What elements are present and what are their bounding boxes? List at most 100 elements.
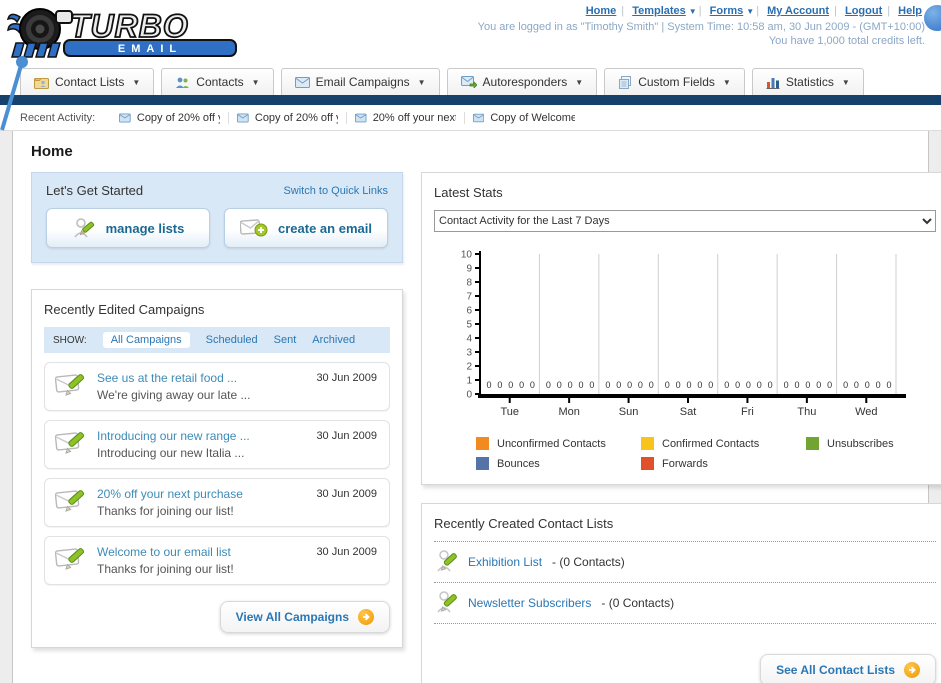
svg-text:0: 0 — [708, 380, 713, 390]
main-content: Home Let's Get Started Switch to Quick L… — [12, 131, 941, 683]
tab-email-campaigns[interactable]: Email Campaigns ▼ — [280, 68, 440, 95]
recent-activity-bar: Recent Activity: Copy of 20% off yo Copy… — [0, 105, 941, 131]
contact-list-count: - (0 Contacts) — [552, 555, 625, 569]
svg-text:0: 0 — [735, 380, 740, 390]
latest-stats-title: Latest Stats — [434, 185, 503, 200]
campaign-row[interactable]: Introducing our new range ... Introducin… — [44, 420, 390, 469]
nav-help-link[interactable]: Help — [898, 5, 922, 17]
chevron-down-icon: ▼ — [251, 77, 260, 87]
campaign-title-link[interactable]: See us at the retail food ... — [97, 371, 238, 385]
svg-text:8: 8 — [466, 278, 472, 289]
contact-lists-title: Recently Created Contact Lists — [434, 516, 614, 531]
view-all-campaigns-button[interactable]: View All Campaigns — [219, 601, 390, 633]
campaign-date: 30 Jun 2009 — [316, 430, 377, 442]
svg-text:0: 0 — [466, 390, 472, 401]
recent-activity-item[interactable]: Copy of Welcome to — [465, 112, 583, 124]
activity-item-label: Copy of 20% off yo — [254, 111, 338, 124]
filter-archived[interactable]: Archived — [312, 334, 356, 346]
filter-all-campaigns[interactable]: All Campaigns — [102, 332, 190, 348]
svg-text:4: 4 — [466, 334, 472, 345]
nav-logout-link[interactable]: Logout — [844, 5, 883, 17]
campaign-row[interactable]: See us at the retail food ... We're givi… — [44, 362, 390, 411]
person-pencil-icon — [73, 218, 94, 238]
filter-sent[interactable]: Sent — [273, 334, 297, 346]
tab-contact-lists[interactable]: Contact Lists ▼ — [20, 68, 155, 95]
recent-activity-item[interactable]: Copy of 20% off yo — [229, 111, 348, 124]
tab-custom-fields[interactable]: Custom Fields ▼ — [604, 68, 745, 95]
svg-text:0: 0 — [886, 380, 891, 390]
campaign-subtitle: Thanks for joining our list! — [97, 504, 234, 518]
svg-text:Sat: Sat — [680, 406, 697, 418]
recent-activity-item[interactable]: Copy of 20% off yo — [111, 111, 230, 124]
create-email-button[interactable]: create an email — [224, 208, 388, 248]
nav-separator: | — [887, 5, 891, 17]
manage-lists-button[interactable]: manage lists — [46, 208, 210, 248]
recent-activity-item[interactable]: 20% off your next p — [347, 111, 466, 124]
campaign-subtitle: Introducing our new Italia ... — [97, 446, 245, 460]
tab-autoresponders[interactable]: Autoresponders ▼ — [446, 68, 598, 95]
campaigns-title: Recently Edited Campaigns — [44, 302, 205, 317]
svg-text:0: 0 — [519, 380, 524, 390]
nav-forms-link[interactable]: Forms — [709, 5, 744, 17]
filter-scheduled[interactable]: Scheduled — [205, 334, 258, 346]
switch-quick-links[interactable]: Switch to Quick Links — [283, 184, 388, 197]
see-all-contact-lists-button[interactable]: See All Contact Lists — [760, 654, 936, 683]
campaign-title-link[interactable]: Welcome to our email list — [97, 545, 231, 559]
campaign-subtitle: We're giving away our late ... — [97, 388, 251, 402]
campaign-title-link[interactable]: Introducing our new range ... — [97, 429, 250, 443]
svg-text:0: 0 — [876, 380, 881, 390]
person-pencil-icon — [437, 550, 457, 572]
arrow-right-icon — [904, 662, 920, 678]
campaign-date: 30 Jun 2009 — [316, 488, 377, 500]
contact-list-link[interactable]: Exhibition List — [468, 555, 543, 569]
legend-swatch — [476, 437, 489, 450]
svg-text:1: 1 — [466, 376, 472, 387]
campaign-date: 30 Jun 2009 — [316, 546, 377, 558]
nav-home-link[interactable]: Home — [585, 5, 617, 17]
main-nav-tabs: Contact Lists ▼ Contacts ▼ Email Campaig… — [0, 65, 941, 95]
contact-list-row[interactable]: Newsletter Subscribers - (0 Contacts) — [434, 583, 936, 624]
see-all-contact-lists-label: See All Contact Lists — [776, 663, 895, 677]
campaign-row[interactable]: 20% off your next purchase Thanks for jo… — [44, 478, 390, 527]
svg-text:0: 0 — [805, 380, 810, 390]
header-nav: Home | Templates ▼ | Forms ▼ | My Account | Lo… — [478, 5, 925, 17]
chevron-down-icon: ▼ — [841, 77, 850, 87]
get-started-title: Let's Get Started — [46, 183, 144, 198]
svg-text:0: 0 — [508, 380, 513, 390]
nav-templates-link[interactable]: Templates — [632, 5, 686, 17]
svg-text:0: 0 — [649, 380, 654, 390]
envelope-arrow-icon — [460, 76, 477, 88]
header: TURBO EMAIL Home | Templates ▼ | Forms ▼ | My… — [0, 0, 941, 65]
corner-bubble-decoration — [924, 5, 941, 31]
nav-my-account-link[interactable]: My Account — [767, 5, 830, 17]
svg-text:Sun: Sun — [619, 406, 639, 418]
legend-item: Bounces — [476, 457, 641, 470]
campaign-title-link[interactable]: 20% off your next purchase — [97, 487, 243, 501]
header-meta: Home | Templates ▼ | Forms ▼ | My Account | Lo… — [478, 5, 925, 47]
campaign-filter-bar: SHOW: All Campaigns Scheduled Sent Archi… — [44, 327, 390, 353]
envelope-pencil-icon — [55, 374, 85, 396]
campaign-row[interactable]: Welcome to our email list Thanks for joi… — [44, 536, 390, 585]
svg-text:0: 0 — [697, 380, 702, 390]
login-info: You are logged in as "Timothy Smith" | S… — [477, 21, 925, 33]
contact-list-link[interactable]: Newsletter Subscribers — [468, 596, 592, 610]
tab-statistics[interactable]: Statistics ▼ — [751, 68, 864, 95]
svg-text:7: 7 — [466, 292, 472, 303]
chevron-down-icon: ▼ — [575, 77, 584, 87]
recent-activity-label: Recent Activity: — [20, 111, 96, 124]
main-area: Home Let's Get Started Switch to Quick L… — [0, 131, 941, 683]
stats-range-select[interactable]: Contact Activity for the Last 7 Days — [434, 210, 936, 232]
tab-contacts[interactable]: Contacts ▼ — [161, 68, 274, 95]
svg-text:Mon: Mon — [558, 406, 579, 418]
legend-item: Confirmed Contacts — [641, 437, 806, 450]
contact-activity-chart: 0 1 2 3 4 5 6 7 8 9 10 0 0 0 0 0 Tue 0 0 0 0 0 Mon 0 0 0 0 0 Sun 0 0 0 0… — [434, 248, 936, 425]
left-column: Let's Get Started Switch to Quick Links — [31, 172, 403, 648]
svg-text:0: 0 — [724, 380, 729, 390]
activity-item-label: Copy of Welcome to — [490, 111, 576, 124]
svg-text:0: 0 — [605, 380, 610, 390]
contact-list-row[interactable]: Exhibition List - (0 Contacts) — [434, 542, 936, 583]
svg-text:Fri: Fri — [741, 406, 754, 418]
logo-graphic: TURBO EMAIL — [6, 7, 237, 58]
